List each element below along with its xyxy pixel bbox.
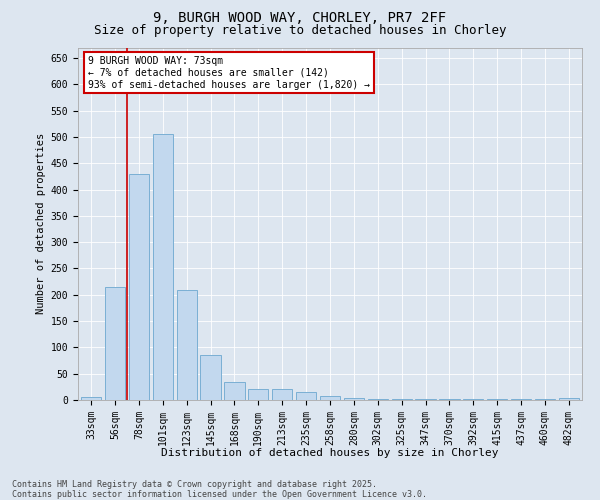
- Text: 9, BURGH WOOD WAY, CHORLEY, PR7 2FF: 9, BURGH WOOD WAY, CHORLEY, PR7 2FF: [154, 11, 446, 25]
- Bar: [344, 398, 364, 400]
- Text: Contains HM Land Registry data © Crown copyright and database right 2025.
Contai: Contains HM Land Registry data © Crown c…: [12, 480, 427, 499]
- Bar: [296, 392, 316, 400]
- Bar: [248, 390, 268, 400]
- Bar: [152, 134, 173, 400]
- Bar: [176, 290, 197, 400]
- Bar: [224, 382, 245, 400]
- Bar: [200, 356, 221, 400]
- Text: Size of property relative to detached houses in Chorley: Size of property relative to detached ho…: [94, 24, 506, 37]
- Bar: [559, 398, 579, 400]
- X-axis label: Distribution of detached houses by size in Chorley: Distribution of detached houses by size …: [161, 448, 499, 458]
- Y-axis label: Number of detached properties: Number of detached properties: [37, 133, 46, 314]
- Text: 9 BURGH WOOD WAY: 73sqm
← 7% of detached houses are smaller (142)
93% of semi-de: 9 BURGH WOOD WAY: 73sqm ← 7% of detached…: [88, 56, 370, 90]
- Bar: [129, 174, 149, 400]
- Bar: [81, 398, 101, 400]
- Bar: [320, 396, 340, 400]
- Bar: [368, 399, 388, 400]
- Bar: [272, 390, 292, 400]
- Bar: [105, 287, 125, 400]
